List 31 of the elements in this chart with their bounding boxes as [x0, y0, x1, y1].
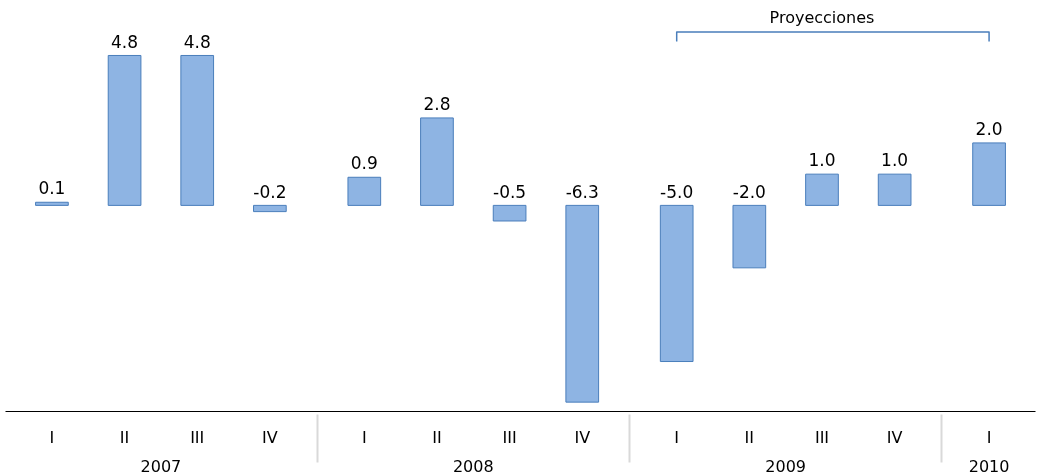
- x-tick-label: II: [119, 427, 130, 447]
- data-label: 1.0: [808, 150, 836, 171]
- x-tick-label: III: [502, 427, 517, 447]
- x-tick-label: III: [190, 427, 205, 447]
- x-tick-label: IV: [574, 427, 591, 447]
- data-label: -0.2: [253, 181, 287, 202]
- text: Proyecciones: [769, 8, 875, 28]
- x-tick-label: IV: [886, 427, 903, 447]
- data-label: 0.9: [350, 153, 378, 174]
- data-label: -6.3: [565, 181, 599, 202]
- text: 2010: [968, 456, 1010, 476]
- data-label: 4.8: [183, 31, 211, 52]
- x-tick-label: II: [744, 427, 755, 447]
- data-label: 0.1: [38, 178, 66, 199]
- x-tick-label: I: [49, 427, 55, 447]
- x-tick-label: II: [432, 427, 442, 447]
- data-label: -2.0: [732, 181, 766, 202]
- data-label: 2.8: [423, 94, 451, 115]
- data-label: 4.8: [111, 31, 139, 52]
- x-tick-label: I: [674, 427, 680, 447]
- x-tick-label: III: [814, 427, 830, 447]
- x-tick-label: I: [986, 427, 992, 447]
- text: 2008: [452, 456, 494, 476]
- data-label: -0.5: [493, 181, 527, 202]
- text: 2009: [765, 456, 807, 476]
- x-tick-label: I: [361, 427, 367, 447]
- text: 2007: [140, 456, 182, 476]
- data-label: 2.0: [975, 119, 1003, 140]
- data-label: 1.0: [881, 150, 909, 171]
- data-label: -5.0: [660, 181, 694, 202]
- x-tick-label: IV: [262, 427, 278, 447]
